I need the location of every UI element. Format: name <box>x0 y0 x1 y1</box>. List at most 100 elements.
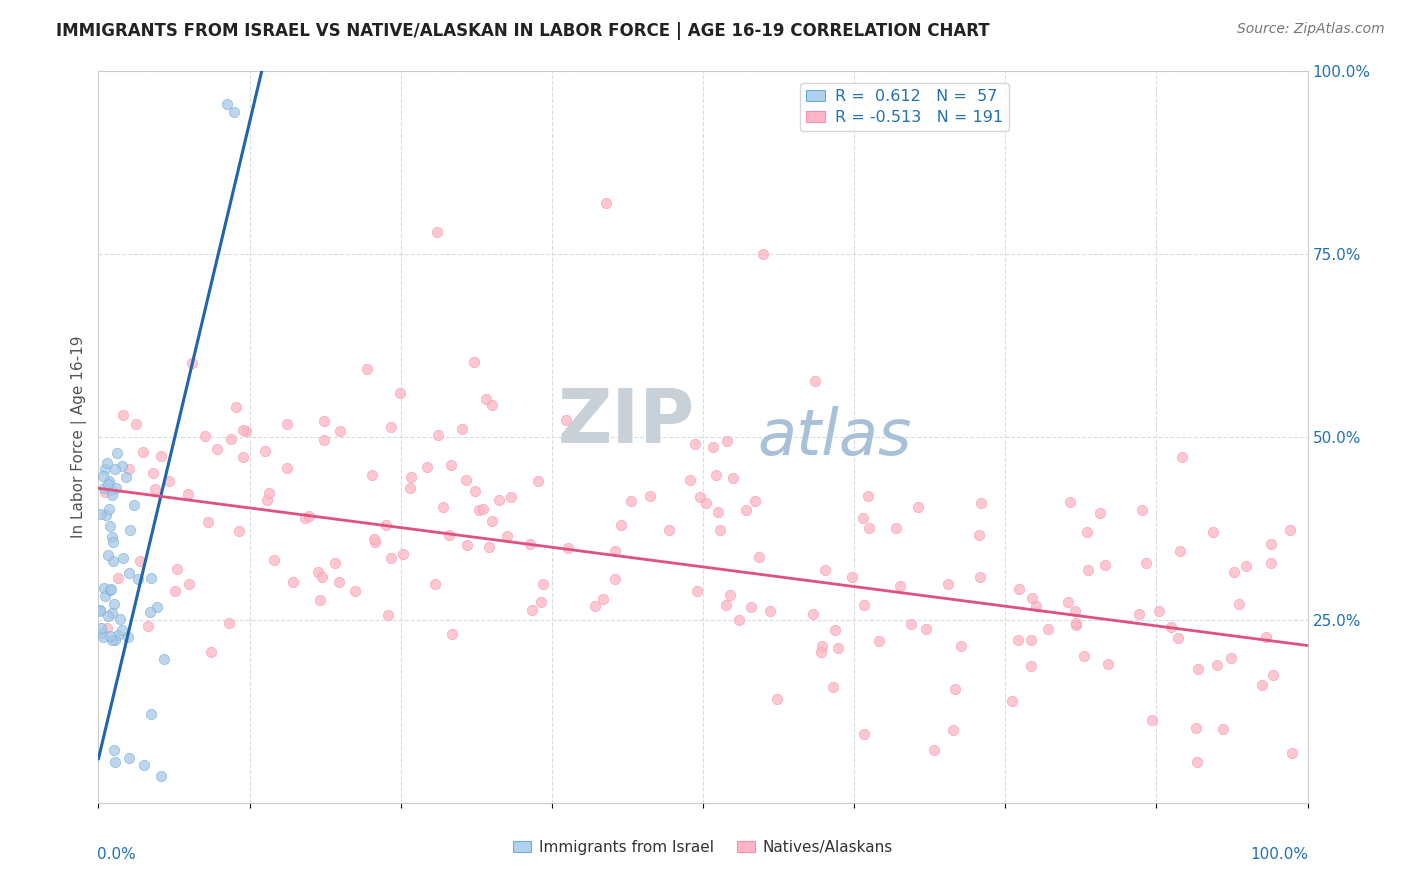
Point <box>101 488 124 502</box>
Point <box>1001 694 1024 708</box>
Point <box>1073 648 1095 663</box>
Point <box>283 574 305 589</box>
Point <box>110 612 132 626</box>
Point <box>1064 615 1087 630</box>
Point <box>122 498 145 512</box>
Point <box>263 553 285 567</box>
Point <box>145 600 167 615</box>
Point <box>557 541 579 555</box>
Point <box>104 481 127 495</box>
Point <box>103 633 125 648</box>
Point <box>463 355 485 369</box>
Point <box>603 544 626 558</box>
Point <box>253 444 276 458</box>
Point <box>312 414 335 428</box>
Point <box>180 356 202 370</box>
Point <box>111 458 134 473</box>
Point <box>744 494 766 508</box>
Point <box>105 446 128 460</box>
Point <box>689 490 711 504</box>
Point <box>475 392 498 406</box>
Point <box>96 621 118 635</box>
Point <box>328 575 350 590</box>
Point <box>257 486 280 500</box>
Point <box>228 524 250 538</box>
Point <box>471 501 494 516</box>
Point <box>1202 525 1225 540</box>
Point <box>118 462 141 476</box>
Point <box>464 484 486 499</box>
Point <box>451 422 474 436</box>
Point <box>1076 525 1098 540</box>
Point <box>943 681 966 696</box>
Point <box>1059 495 1081 509</box>
Point <box>89 603 111 617</box>
Point <box>142 466 165 480</box>
Point <box>298 509 321 524</box>
Point <box>136 619 159 633</box>
Point <box>415 460 437 475</box>
Point <box>98 629 121 643</box>
Point <box>215 97 238 112</box>
Text: IMMIGRANTS FROM ISRAEL VS NATIVE/ALASKAN IN LABOR FORCE | AGE 16-19 CORRELATION : IMMIGRANTS FROM ISRAEL VS NATIVE/ALASKAN… <box>56 22 990 40</box>
Point <box>967 527 990 541</box>
Point <box>97 474 120 488</box>
Point <box>824 624 846 638</box>
Point <box>132 758 155 772</box>
Y-axis label: In Labor Force | Age 16-19: In Labor Force | Age 16-19 <box>72 335 87 539</box>
Point <box>938 576 960 591</box>
Point <box>94 485 117 500</box>
Point <box>922 743 945 757</box>
Point <box>98 583 121 598</box>
Point <box>620 493 643 508</box>
Point <box>706 505 728 519</box>
Point <box>1019 632 1042 647</box>
Point <box>401 470 423 484</box>
Point <box>425 577 447 591</box>
Point <box>380 420 402 434</box>
Point <box>748 550 770 565</box>
Point <box>166 562 188 576</box>
Point <box>704 467 727 482</box>
Point <box>91 469 114 483</box>
Point <box>555 412 578 426</box>
Point <box>197 516 219 530</box>
Point <box>101 535 124 549</box>
Point <box>856 489 879 503</box>
Point <box>1185 755 1208 769</box>
Point <box>103 461 125 475</box>
Point <box>374 517 396 532</box>
Point <box>235 424 257 438</box>
Point <box>117 631 139 645</box>
Point <box>307 565 329 579</box>
Point <box>495 529 517 543</box>
Point <box>157 474 180 488</box>
Point <box>356 361 378 376</box>
Point <box>117 566 139 581</box>
Point <box>1063 604 1085 618</box>
Point <box>969 496 991 510</box>
Point <box>276 417 298 431</box>
Point <box>1130 503 1153 517</box>
Point <box>1007 633 1029 648</box>
Point <box>1185 721 1208 735</box>
Point <box>94 589 117 603</box>
Point <box>1008 582 1031 596</box>
Point <box>658 523 681 537</box>
Point <box>499 490 522 504</box>
Point <box>969 570 991 584</box>
Point <box>1223 565 1246 579</box>
Point <box>1064 618 1087 632</box>
Point <box>527 474 550 488</box>
Point <box>1227 598 1250 612</box>
Text: ZIP: ZIP <box>558 386 695 459</box>
Point <box>205 442 228 457</box>
Point <box>225 400 247 414</box>
Point <box>97 477 120 491</box>
Point <box>456 473 478 487</box>
Point <box>222 104 245 119</box>
Text: atlas: atlas <box>758 406 911 468</box>
Point <box>139 706 162 721</box>
Point <box>1212 722 1234 736</box>
Point <box>814 563 837 577</box>
